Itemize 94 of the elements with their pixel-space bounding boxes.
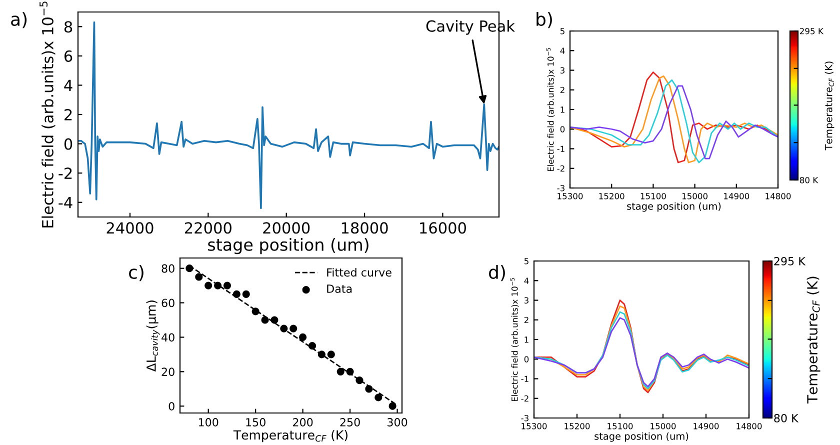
point bbox=[374, 394, 382, 402]
legend-label: Data bbox=[327, 284, 352, 293]
point bbox=[195, 273, 203, 281]
y-tick-label: 80 bbox=[162, 264, 174, 273]
point bbox=[252, 308, 260, 316]
y-tick-label: 0 bbox=[524, 356, 529, 362]
y-tick-label: -3 bbox=[557, 184, 564, 192]
y-tick-label: -2 bbox=[557, 165, 564, 172]
point bbox=[308, 342, 316, 350]
color-bar-label: 295 K bbox=[774, 256, 806, 266]
x-tick-label: 18000 bbox=[342, 222, 388, 234]
text: a) bbox=[11, 12, 27, 28]
y-axis-title: Electric field (arb.units)x 10$^{−5}$ bbox=[546, 48, 555, 172]
x-tick-label: 22000 bbox=[184, 222, 232, 234]
x-axis-title: stage position (um) bbox=[208, 238, 368, 254]
point bbox=[280, 324, 288, 332]
x-tick-label: 250 bbox=[340, 418, 360, 426]
y-tick-label: 5 bbox=[560, 28, 564, 34]
y-tick-label: 4 bbox=[524, 278, 529, 284]
x-tick-label: 15000 bbox=[650, 423, 676, 430]
y-tick-label: 4 bbox=[64, 80, 72, 92]
point bbox=[327, 350, 335, 358]
point bbox=[204, 282, 212, 290]
point bbox=[346, 368, 354, 376]
x-tick-label: 16000 bbox=[420, 222, 466, 234]
x-tick-label: 15300 bbox=[558, 193, 583, 200]
point bbox=[186, 264, 194, 272]
color-bar-label: 80 K bbox=[800, 176, 818, 184]
y-tick-label: -2 bbox=[58, 168, 72, 179]
x-tick-label: 15100 bbox=[640, 193, 666, 200]
color-bar-label: 80 K bbox=[774, 414, 799, 422]
y-tick-label: 2 bbox=[524, 316, 528, 324]
text: d) bbox=[488, 265, 505, 282]
y-tick-label: 5 bbox=[524, 258, 528, 264]
x-tick-label: 14900 bbox=[724, 193, 750, 200]
x-tick-label: 100 bbox=[198, 418, 218, 426]
x-tick-label: 14800 bbox=[766, 193, 791, 200]
x-tick-label: 15100 bbox=[608, 423, 633, 430]
x-tick-label: 24000 bbox=[106, 222, 154, 234]
x-tick-label: 300 bbox=[388, 418, 408, 426]
point bbox=[318, 350, 326, 358]
point bbox=[214, 282, 222, 290]
y-tick-label: 4 bbox=[560, 48, 565, 54]
y-tick-label: -1 bbox=[557, 146, 564, 152]
x-tick-label: 15200 bbox=[599, 193, 624, 200]
point bbox=[299, 333, 307, 342]
point bbox=[365, 385, 373, 393]
y-tick-label: 0 bbox=[560, 126, 565, 132]
y-tick-label: -2 bbox=[521, 395, 528, 402]
y-axis-title: ΔL$_{cavity}$(μm) bbox=[146, 300, 160, 372]
y-tick-label: 20 bbox=[162, 368, 174, 376]
y-tick-label: 3 bbox=[524, 297, 528, 304]
y-tick-label: 2 bbox=[64, 108, 72, 120]
color-bar-label: 295 K bbox=[800, 28, 824, 34]
y-tick-label: 6 bbox=[64, 50, 72, 62]
y-tick-label: 0 bbox=[64, 138, 72, 150]
y-tick-label: 60 bbox=[162, 298, 174, 308]
y-tick-label: -4 bbox=[58, 197, 72, 208]
text: b) bbox=[536, 12, 552, 28]
y-tick-label: 1 bbox=[560, 106, 564, 113]
point bbox=[232, 290, 240, 298]
y-axis-title: Electric field (arb.units)x 10$^{−5}$ bbox=[40, 2, 56, 228]
text: c) bbox=[128, 265, 144, 282]
point bbox=[356, 376, 364, 384]
x-tick-label: 15300 bbox=[522, 423, 547, 430]
x-axis-title: stage position (um) bbox=[594, 432, 688, 442]
y-tick-label: -1 bbox=[521, 376, 528, 382]
x-tick-label: 15200 bbox=[564, 423, 590, 430]
point bbox=[242, 290, 250, 298]
y-axis-title: Electric field (arb.units)x 10$^{−5}$ bbox=[510, 278, 519, 402]
legend-label: Fitted curve bbox=[327, 268, 392, 277]
point bbox=[336, 368, 344, 376]
point bbox=[388, 402, 396, 410]
point bbox=[270, 316, 278, 324]
point bbox=[223, 282, 232, 290]
y-tick-label: 1 bbox=[524, 336, 528, 343]
x-tick-label: 200 bbox=[293, 418, 313, 426]
x-tick-label: 150 bbox=[246, 418, 266, 426]
x-tick-label: 15000 bbox=[682, 193, 708, 200]
y-tick-label: 3 bbox=[560, 67, 564, 74]
point bbox=[261, 316, 269, 324]
x-tick-label: 14900 bbox=[694, 423, 719, 430]
y-tick-label: 8 bbox=[64, 21, 72, 33]
color-bar-title: Temperature$_{CF}$ (K) bbox=[806, 276, 820, 404]
color-bar-title: Temperature$_{CF}$ (K) bbox=[824, 62, 834, 150]
point bbox=[290, 324, 298, 332]
y-tick-label: 0 bbox=[168, 402, 174, 410]
x-tick-label: 14800 bbox=[736, 423, 762, 430]
y-tick-label: 40 bbox=[162, 333, 174, 342]
y-tick-label: -3 bbox=[521, 414, 528, 422]
x-axis-title: stage position (um) bbox=[627, 202, 721, 212]
x-tick-label: 20000 bbox=[263, 222, 310, 234]
x-axis-title: Temperature$_{CF}$ (K) bbox=[233, 430, 348, 442]
y-tick-label: 2 bbox=[560, 86, 564, 94]
